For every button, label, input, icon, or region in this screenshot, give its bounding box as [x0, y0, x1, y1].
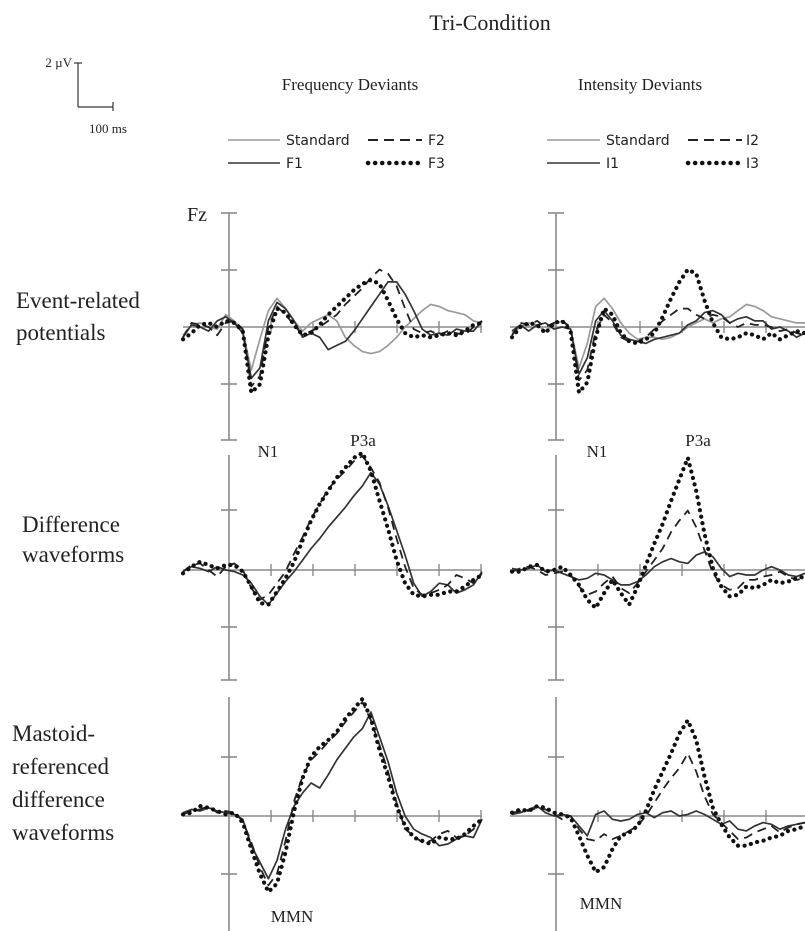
series-line-i3-intensity-row3 — [509, 718, 805, 875]
annotation-p3a-intensity: P3a — [685, 431, 711, 450]
series-line-f1-frequency-row2 — [182, 471, 483, 606]
legend-label-level2: F2 — [428, 133, 445, 149]
row-label-line: waveforms — [22, 542, 124, 567]
legend-label-standard: Standard — [286, 133, 350, 149]
legend-frequency: Standard F1 F2 F3 — [228, 133, 445, 172]
series-line-f3-frequency-row1 — [180, 277, 485, 395]
series-line-i2-intensity-row2 — [511, 509, 805, 596]
legend-label-level3: F3 — [428, 156, 445, 172]
scale-bar-time-label: 100 ms — [89, 121, 127, 136]
row-label-mastoid: Mastoid- referenced difference waveforms — [12, 721, 114, 845]
legend-label-standard: Standard — [606, 133, 670, 149]
row-label-line: difference — [12, 787, 105, 812]
legend-label-level3: I3 — [746, 156, 759, 172]
legend-intensity: Standard I1 I2 I3 — [547, 133, 759, 172]
row-label-line: Difference — [22, 512, 120, 537]
panel-title-frequency: Frequency Deviants — [282, 75, 418, 94]
row-label-line: waveforms — [12, 820, 114, 845]
scale-bar: 2 µV 100 ms — [45, 55, 127, 136]
series-line-f2-frequency-row1 — [182, 268, 483, 388]
series-line-i2-intensity-row1 — [511, 307, 805, 382]
series-line-i2-intensity-row3 — [511, 752, 805, 842]
series-line-f2-frequency-row3 — [182, 701, 483, 887]
series-line-standard-frequency-row1 — [182, 297, 483, 371]
series-line-f3-frequency-row3 — [180, 696, 485, 894]
annotation-n1-frequency: N1 — [258, 442, 279, 461]
series-line-f2-frequency-row2 — [182, 455, 483, 601]
channel-label: Fz — [187, 204, 207, 226]
plot-layer — [180, 267, 805, 894]
figure-title: Tri-Condition — [429, 10, 550, 35]
row-label-erp: Event-related potentials — [16, 288, 140, 345]
annotation-p3a-frequency: P3a — [350, 431, 376, 450]
panel-title-intensity: Intensity Deviants — [578, 75, 702, 94]
annotation-mmn-frequency: MMN — [271, 907, 314, 926]
series-line-f3-frequency-row2 — [180, 450, 485, 607]
series-line-i3-intensity-row2 — [509, 455, 805, 611]
legend-label-level1: F1 — [286, 156, 303, 172]
row-label-line: Event-related — [16, 288, 140, 313]
annotation-n1-intensity: N1 — [587, 442, 608, 461]
row-label-line: Mastoid- — [12, 721, 95, 746]
row-label-line: referenced — [12, 754, 110, 779]
row-label-line: potentials — [16, 320, 105, 345]
series-line-i1-intensity-row1 — [511, 309, 805, 375]
series-line-f1-frequency-row1 — [182, 281, 483, 380]
row-label-difference: Difference waveforms — [22, 512, 124, 567]
annotation-mmn-intensity: MMN — [580, 894, 623, 913]
legend-label-level1: I1 — [606, 156, 619, 172]
series-line-i3-intensity-row1 — [509, 267, 805, 395]
legend-label-level2: I2 — [746, 133, 759, 149]
scale-bar-amplitude-label: 2 µV — [45, 55, 72, 70]
